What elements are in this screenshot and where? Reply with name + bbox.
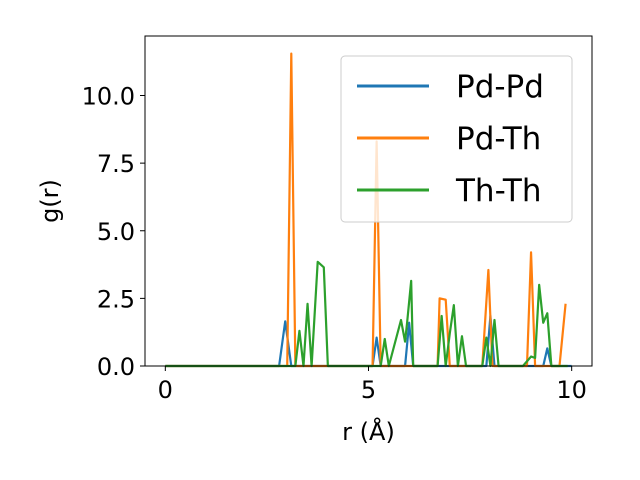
y-tick-label: 5.0 [97, 218, 135, 246]
legend-label-pd-pd: Pd-Pd [456, 69, 544, 105]
y-tick-label: 10.0 [82, 83, 135, 111]
series-line-th-th [165, 260, 568, 368]
series-line-pd-pd [165, 314, 572, 368]
x-axis-label: r (Å) [342, 417, 395, 446]
y-axis-label: g(r) [36, 179, 64, 223]
x-tick-label: 5 [361, 376, 376, 404]
y-tick-label: 7.5 [97, 150, 135, 178]
x-tick-label: 0 [158, 376, 173, 404]
y-axis-ticks: 0.0 2.5 5.0 7.5 10.0 [82, 83, 145, 381]
x-axis-ticks: 0 5 10 [158, 366, 587, 404]
legend-box [340, 55, 573, 223]
y-tick-label: 0.0 [97, 353, 135, 381]
legend-items: Pd-Pd Pd-Th Th-Th [357, 69, 544, 209]
legend-label-th-th: Th-Th [455, 173, 542, 209]
y-tick-label: 2.5 [97, 285, 135, 313]
legend-label-pd-th: Pd-Th [456, 121, 541, 157]
legend: Pd-Pd Pd-Th Th-Th [340, 55, 573, 223]
x-tick-label: 10 [556, 376, 587, 404]
